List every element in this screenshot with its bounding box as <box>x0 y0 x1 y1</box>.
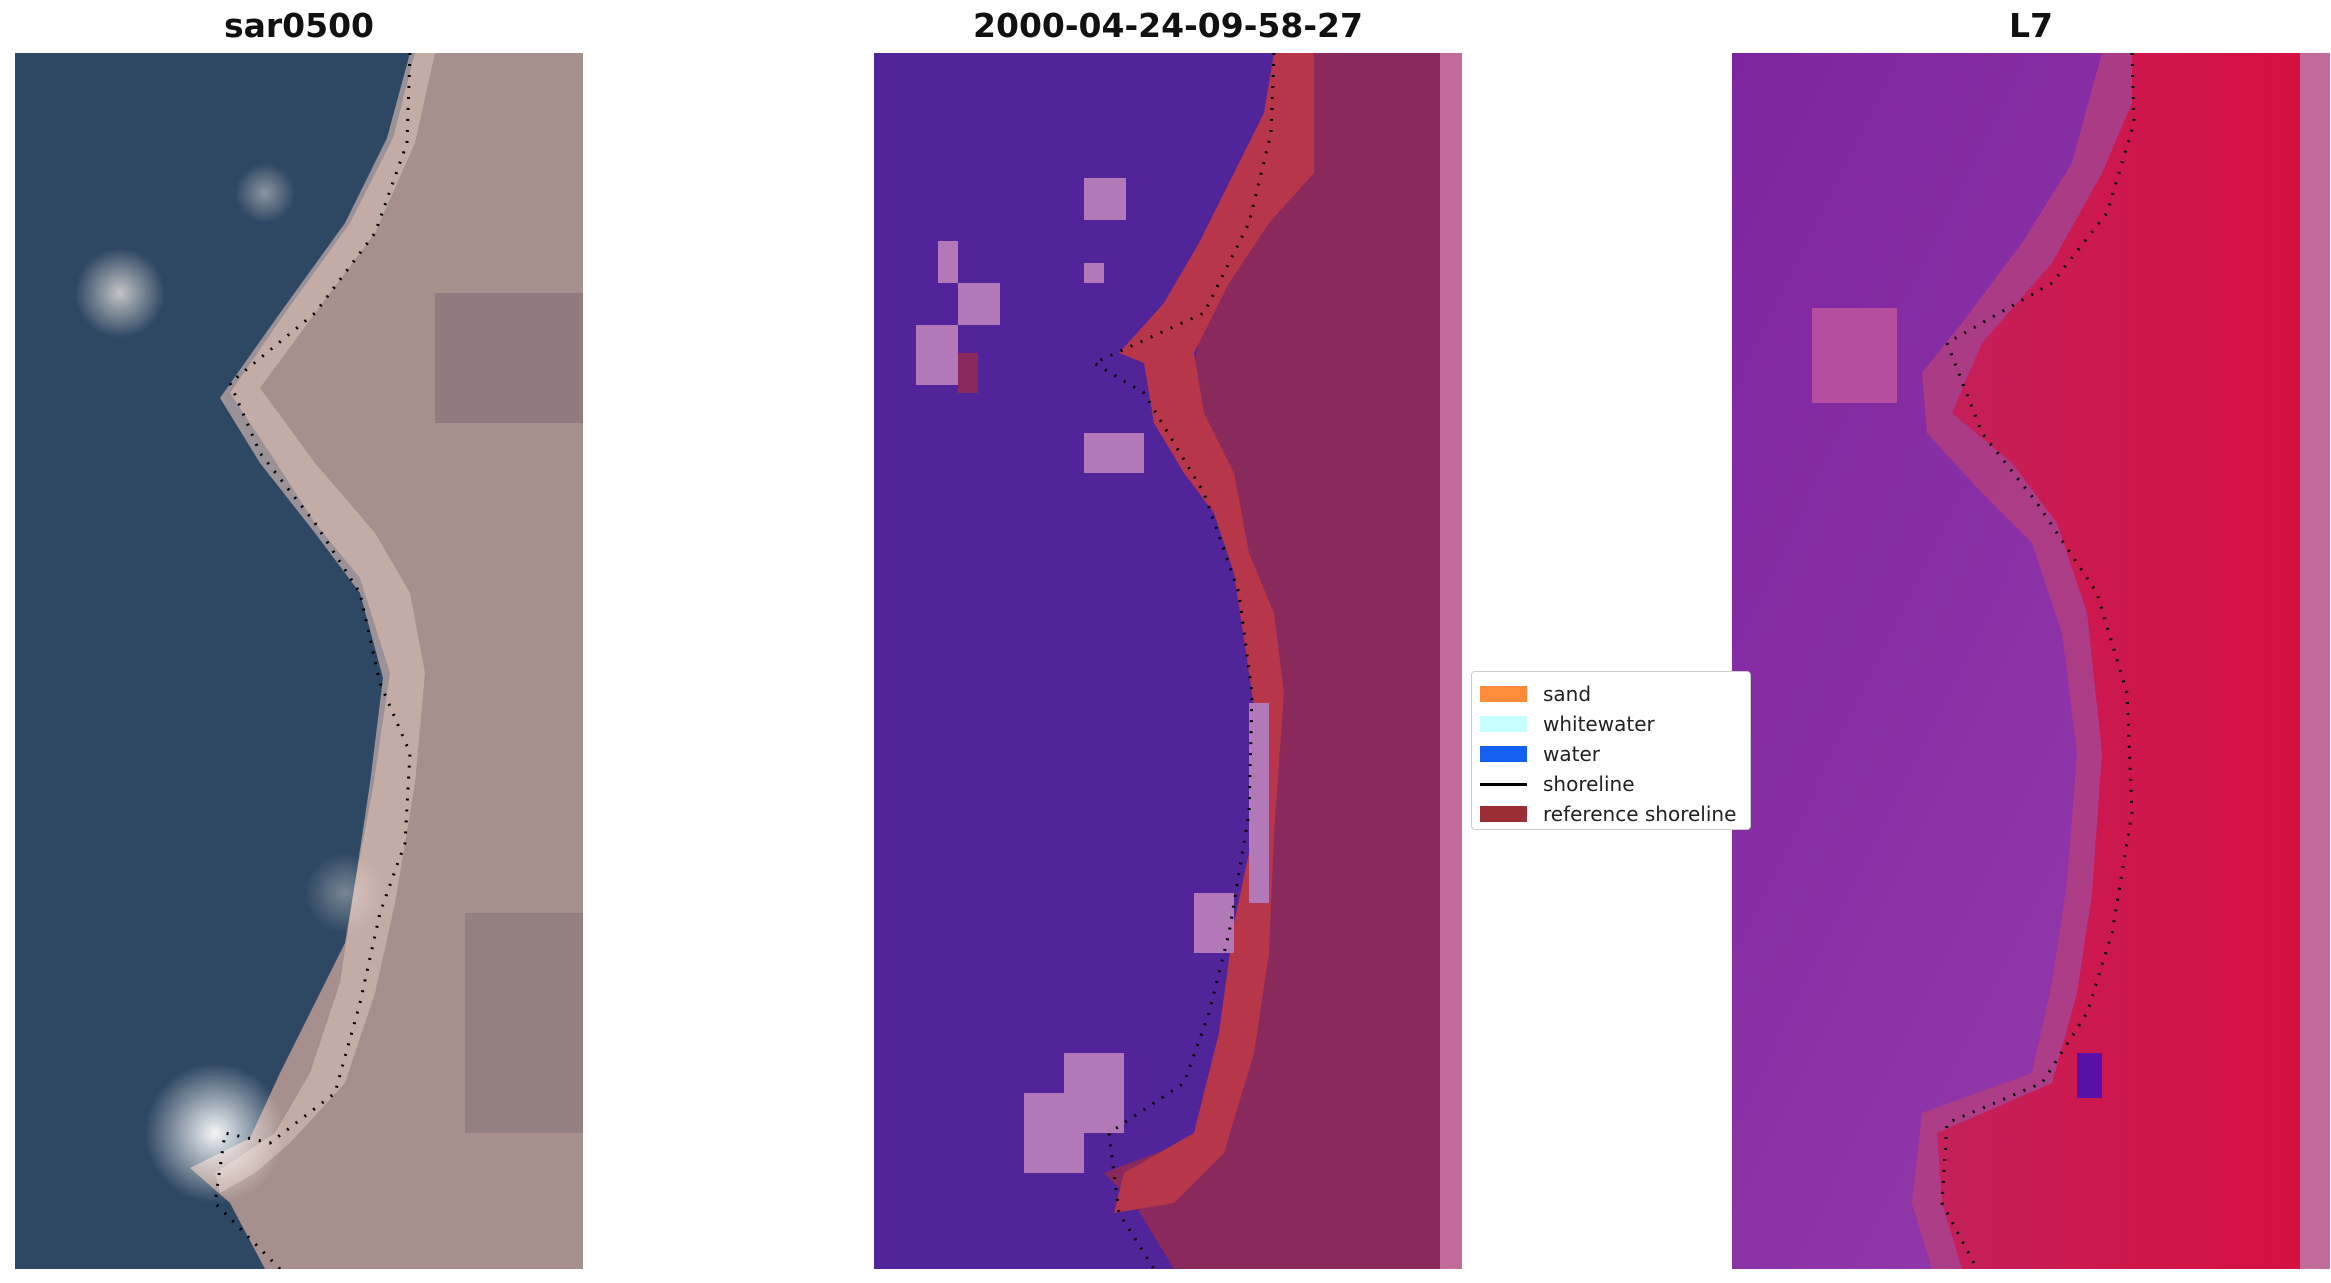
legend-label: water <box>1543 742 1600 766</box>
legend-line-shoreline <box>1480 782 1527 786</box>
index-shoreline <box>1940 53 2136 1269</box>
rgb-satellite-image <box>15 53 583 1269</box>
class-whitewater-patch <box>958 353 978 393</box>
center-panel-title: 2000-04-24-09-58-27 <box>973 6 1363 45</box>
index-land <box>1937 53 2300 1269</box>
legend-swatch-reference-shoreline <box>1480 806 1527 822</box>
legend-item-sand: sand <box>1480 679 1750 709</box>
legend-label: sand <box>1543 682 1592 706</box>
index-transition-band <box>1912 53 2132 1269</box>
class-edge-strip <box>1440 53 1462 1269</box>
legend: sand whitewater water shoreline referenc… <box>1471 671 1751 830</box>
right-panel-title: L7 <box>2009 6 2053 45</box>
index-bright-patch <box>1812 308 1897 403</box>
rgb-inland-shadow <box>435 293 583 423</box>
legend-swatch-water <box>1480 746 1527 762</box>
rgb-reef-patch <box>305 853 385 933</box>
legend-swatch-whitewater <box>1480 716 1527 732</box>
rgb-inland-shadow <box>465 913 583 1133</box>
class-whitewater-patches <box>916 178 1269 1173</box>
classified-image <box>874 53 1462 1269</box>
legend-item-whitewater: whitewater <box>1480 709 1750 739</box>
rgb-reef-patch <box>235 163 295 223</box>
left-panel-title: sar0500 <box>223 6 375 45</box>
legend-item-reference-shoreline: reference shoreline <box>1480 799 1750 829</box>
legend-label: whitewater <box>1543 712 1655 736</box>
legend-item-water: water <box>1480 739 1750 769</box>
rgb-whitewater-patch <box>145 1063 285 1203</box>
reference-shoreline-band <box>1114 53 1314 1213</box>
legend-swatch-sand <box>1480 686 1527 702</box>
legend-label: reference shoreline <box>1543 802 1737 826</box>
legend-item-shoreline: shoreline <box>1480 769 1750 799</box>
index-image <box>1732 53 2330 1269</box>
index-dark-patch <box>2077 1053 2102 1098</box>
rgb-reef-patch <box>75 248 165 338</box>
index-edge-strip <box>2300 53 2330 1269</box>
legend-label: shoreline <box>1543 772 1635 796</box>
